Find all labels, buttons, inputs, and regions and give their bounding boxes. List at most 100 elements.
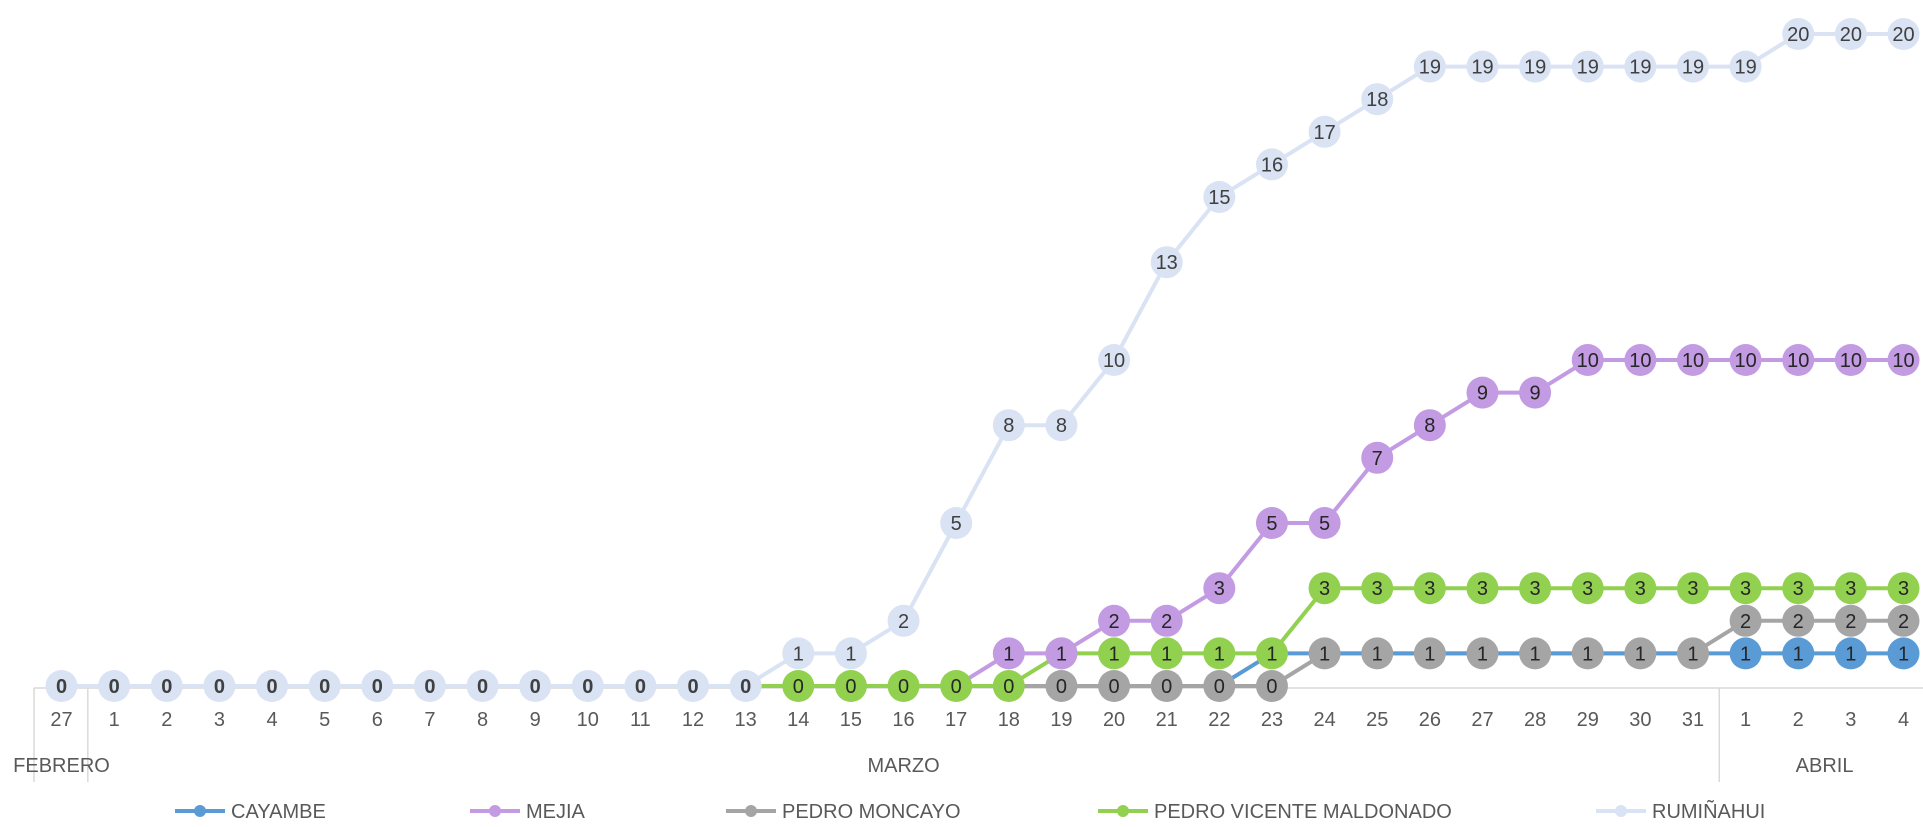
- data-point: [519, 670, 552, 702]
- data-label: 9: [1530, 383, 1541, 405]
- x-tick-label: 27: [1471, 709, 1493, 731]
- data-point: [1729, 50, 1762, 83]
- data-point: [1413, 50, 1446, 83]
- data-label: 1: [1214, 643, 1225, 665]
- data-label: 2: [898, 611, 909, 633]
- data-point: [1676, 637, 1709, 670]
- data-point: [1098, 637, 1131, 670]
- data-label: 20: [1892, 24, 1914, 46]
- data-label: 0: [1214, 676, 1225, 698]
- data-point: [1624, 637, 1657, 670]
- data-point: [782, 670, 815, 702]
- x-tick-label: 3: [214, 709, 225, 731]
- x-tick-label: 11: [630, 709, 651, 731]
- legend-item: PEDRO VICENTE MALDONADO: [1098, 801, 1452, 823]
- data-label: 8: [1003, 415, 1014, 437]
- data-point: [1150, 637, 1183, 670]
- data-label: 0: [266, 676, 277, 698]
- data-label: 1: [1687, 643, 1698, 665]
- data-point: [1255, 507, 1288, 539]
- series-line: [954, 358, 1906, 688]
- data-point: [1255, 148, 1288, 181]
- data-point: [150, 670, 183, 702]
- data-label: 9: [1477, 383, 1488, 405]
- data-point: [1571, 637, 1604, 670]
- data-point: [992, 637, 1025, 670]
- x-tick-label: 18: [998, 709, 1020, 731]
- data-label: 3: [1898, 578, 1909, 600]
- data-point: [1045, 637, 1078, 670]
- data-label: 13: [1156, 252, 1178, 274]
- data-label: 3: [1372, 578, 1383, 600]
- data-point: [1150, 246, 1183, 279]
- data-label: 0: [1056, 676, 1067, 698]
- data-point: [466, 670, 499, 702]
- data-point: [256, 670, 289, 702]
- data-point: [1782, 637, 1815, 670]
- data-point: [1361, 572, 1394, 605]
- x-tick-label: 4: [266, 709, 277, 731]
- data-label: 3: [1635, 578, 1646, 600]
- data-label: 3: [1477, 578, 1488, 600]
- legend-label: CAYAMBE: [231, 801, 326, 823]
- data-label: 10: [1787, 350, 1809, 372]
- data-label: 10: [1840, 350, 1862, 372]
- data-point: [1624, 344, 1657, 376]
- data-label: 10: [1734, 350, 1756, 372]
- data-point: [1519, 376, 1552, 409]
- data-point: [1203, 181, 1236, 213]
- data-label: 8: [1424, 415, 1435, 437]
- data-point: [1255, 637, 1288, 670]
- data-label: 3: [1582, 578, 1593, 600]
- legend-item: PEDRO MONCAYO: [726, 801, 961, 823]
- data-point: [1255, 670, 1288, 702]
- data-label: 0: [1266, 676, 1277, 698]
- data-label: 19: [1577, 57, 1599, 79]
- data-label: 1: [1793, 643, 1804, 665]
- data-point: [729, 670, 762, 702]
- data-label: 1: [1898, 643, 1909, 665]
- data-label: 1: [1582, 643, 1593, 665]
- data-point: [203, 670, 236, 702]
- data-label: 3: [1530, 578, 1541, 600]
- x-tick-label: 6: [372, 709, 383, 731]
- data-point: [1729, 637, 1762, 670]
- data-point: [624, 670, 657, 702]
- x-tick-label: 2: [1793, 709, 1804, 731]
- data-point: [1887, 344, 1920, 376]
- data-label: 16: [1261, 154, 1283, 176]
- data-label: 1: [845, 643, 856, 665]
- data-label: 15: [1208, 187, 1230, 209]
- x-tick-label: 5: [319, 709, 330, 731]
- data-label: 0: [1003, 676, 1014, 698]
- legend-item: MEJIA: [470, 801, 586, 823]
- data-point: [1887, 18, 1920, 50]
- data-point: [1098, 670, 1131, 702]
- data-label: 0: [161, 676, 172, 698]
- x-tick-label: 29: [1577, 709, 1599, 731]
- x-tick-label: 14: [787, 709, 809, 731]
- data-label: 2: [1845, 611, 1856, 633]
- legend-label: MEJIA: [526, 801, 586, 823]
- data-label: 20: [1787, 24, 1809, 46]
- data-label: 2: [1109, 611, 1120, 633]
- data-point: [1466, 637, 1499, 670]
- data-point: [1308, 637, 1341, 670]
- data-point: [1361, 441, 1394, 474]
- legend-label: PEDRO VICENTE MALDONADO: [1154, 801, 1452, 823]
- data-label: 5: [1266, 513, 1277, 535]
- x-tick-label: 25: [1366, 709, 1388, 731]
- x-tick-label: 15: [840, 709, 862, 731]
- legend-swatch-marker: [1117, 805, 1129, 817]
- x-tick-label: 1: [1740, 709, 1751, 731]
- data-label: 1: [1530, 643, 1541, 665]
- data-label: 19: [1682, 57, 1704, 79]
- data-label: 1: [1635, 643, 1646, 665]
- data-label: 10: [1682, 350, 1704, 372]
- legend-swatch-marker: [194, 805, 206, 817]
- data-point: [1834, 572, 1867, 605]
- data-label: 3: [1319, 578, 1330, 600]
- data-label: 2: [1740, 611, 1751, 633]
- x-tick-label: 26: [1419, 709, 1441, 731]
- data-label: 3: [1687, 578, 1698, 600]
